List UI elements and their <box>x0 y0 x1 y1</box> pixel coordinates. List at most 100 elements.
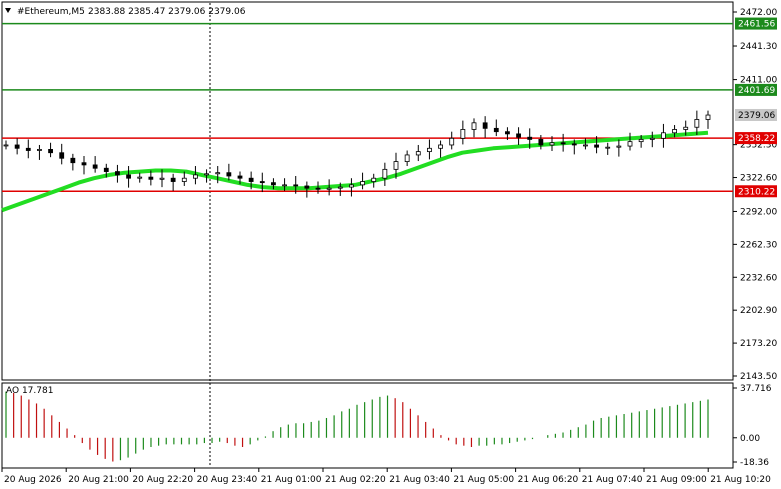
support-2-badge <box>735 185 777 198</box>
candle-body <box>438 144 443 149</box>
price-tick-label: 2262.30 <box>740 240 777 250</box>
candle-body <box>137 176 143 179</box>
time-tick-label: 21 Aug 06:20 <box>518 475 579 485</box>
candle-body <box>672 129 677 134</box>
candle-body <box>594 144 599 148</box>
candle-body <box>304 185 310 189</box>
time-tick-label: 21 Aug 09:00 <box>646 475 707 485</box>
candle-body <box>638 139 644 143</box>
candle-body <box>159 177 165 180</box>
candle-body <box>48 149 53 154</box>
ao-tick-label: -18.36 <box>740 458 769 468</box>
price-tick-label: 2143.50 <box>740 372 777 382</box>
candle-body <box>605 146 611 149</box>
candle-body <box>482 122 488 129</box>
candle-body <box>571 143 577 146</box>
candle-body <box>705 114 711 120</box>
time-axis: 20 Aug 2026 20 Aug 21:00 20 Aug 22:20 20 Au… <box>1 468 771 485</box>
candle-body <box>215 172 221 175</box>
candle-body <box>326 187 332 190</box>
candle-body <box>360 181 365 186</box>
price-tick-label: 2232.60 <box>740 273 777 283</box>
resistance-2-value: 2461.56 <box>738 20 775 30</box>
time-tick-label: 21 Aug 07:40 <box>582 475 643 485</box>
candles <box>3 110 711 198</box>
candle-body <box>103 167 109 172</box>
price-tick-label: 2173.20 <box>740 339 777 349</box>
time-tick-label: 21 Aug 10:20 <box>710 475 771 485</box>
price-tick-label: 2411.00 <box>740 76 777 86</box>
time-tick-label: 20 Aug 23:40 <box>197 475 258 485</box>
price-tick-label: 2322.60 <box>740 174 777 184</box>
candle-body <box>25 147 31 151</box>
resistance-2-badge <box>735 17 777 30</box>
candle-body <box>37 149 42 151</box>
ao-tick-label: 0.00 <box>740 434 760 444</box>
candle-body <box>126 174 131 179</box>
oscillator-panel[interactable] <box>1 382 734 469</box>
ao-axis: 37.716 0.00 -18.36 <box>733 384 772 468</box>
candle-body <box>315 187 321 190</box>
price-tick-label: 2352.30 <box>740 141 777 151</box>
dropdown-triangle-icon[interactable] <box>5 8 11 13</box>
ao-histogram <box>5 391 709 462</box>
candle-body <box>538 139 544 146</box>
resistance-1-badge <box>735 83 777 96</box>
candle-body <box>583 144 588 147</box>
candle-body <box>271 182 276 186</box>
candle-body <box>70 157 76 164</box>
candle-body <box>549 142 555 146</box>
candle-body <box>382 168 388 179</box>
time-tick-label: 21 Aug 02:20 <box>325 475 386 485</box>
candle-body <box>115 171 120 176</box>
candle-body <box>193 174 198 179</box>
candle-body <box>371 177 377 182</box>
candle-body <box>337 186 343 189</box>
price-tick-label: 2292.00 <box>740 207 777 217</box>
price-axis: 2472.00 2441.30 2411.00 2352.30 2322.60 2292.… <box>733 8 777 382</box>
price-tick-label: 2202.90 <box>740 306 777 316</box>
candle-body <box>14 144 20 149</box>
candle-body <box>527 136 533 140</box>
price-tick-label: 2472.00 <box>740 8 777 18</box>
candle-body <box>3 144 9 147</box>
candle-body <box>259 181 265 184</box>
candle-body <box>248 177 254 182</box>
candle-body <box>505 131 510 135</box>
support-1-value: 2358.22 <box>738 134 775 144</box>
candle-body <box>493 127 499 133</box>
time-tick-label: 21 Aug 03:40 <box>389 475 450 485</box>
price-levels: 2461.56 2401.69 2358.22 2310.22 2379.06 <box>2 17 777 198</box>
candle-body <box>427 147 432 153</box>
candle-body <box>59 152 65 159</box>
candle-body <box>627 141 633 147</box>
candle-body <box>471 122 477 130</box>
candle-body <box>81 162 87 166</box>
price-tick-label: 2441.30 <box>740 42 777 52</box>
ao-label: AO 17.781 <box>6 386 53 396</box>
candle-body <box>148 176 154 180</box>
current-price-badge <box>735 108 777 121</box>
candle-body <box>92 164 98 169</box>
resistance-1-value: 2401.69 <box>738 86 775 96</box>
ao-tick-label: 37.716 <box>740 384 772 394</box>
time-tick-label: 21 Aug 05:00 <box>453 475 514 485</box>
support-2-value: 2310.22 <box>738 187 775 197</box>
candle-body <box>293 184 299 187</box>
support-1-badge <box>735 132 777 145</box>
time-tick-label: 20 Aug 21:00 <box>68 475 129 485</box>
candle-body <box>616 145 622 148</box>
candle-body <box>415 151 421 156</box>
time-tick-label: 20 Aug 2026 <box>4 475 62 485</box>
candle-body <box>683 126 689 130</box>
candle-body <box>170 177 176 182</box>
candle-body <box>649 137 655 140</box>
candle-body <box>204 173 209 176</box>
candle-body <box>282 184 287 187</box>
candle-body <box>237 175 243 179</box>
time-tick-label: 21 Aug 01:00 <box>261 475 322 485</box>
candle-body <box>560 142 566 145</box>
candle-body <box>181 177 187 182</box>
candle-body <box>404 154 410 162</box>
